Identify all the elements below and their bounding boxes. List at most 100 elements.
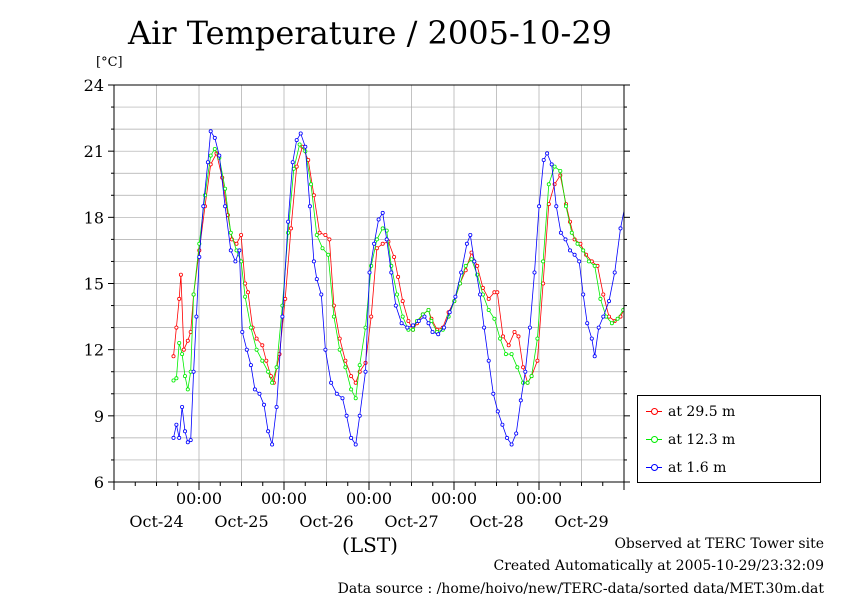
data-point: [185, 387, 190, 392]
data-point: [297, 142, 302, 147]
data-point: [529, 374, 534, 379]
legend-item-29-5m: at 29.5 m: [646, 402, 735, 422]
data-point: [516, 334, 521, 339]
data-point: [515, 365, 520, 370]
data-point: [217, 153, 222, 158]
data-point: [592, 354, 597, 359]
data-point: [182, 429, 187, 434]
data-point: [500, 422, 505, 427]
y-tick-label: 15: [84, 275, 104, 294]
data-point: [422, 314, 427, 319]
footer-source: Data source : /home/hoivo/new/TERC-data/…: [337, 581, 824, 597]
data-point: [468, 232, 473, 237]
data-point: [636, 225, 639, 228]
data-point: [416, 318, 421, 323]
x-time-label: 00:00: [346, 489, 392, 508]
data-point: [589, 336, 594, 341]
data-point: [174, 376, 179, 381]
y-tick-label: 18: [84, 208, 104, 227]
data-point: [228, 248, 233, 253]
data-point: [372, 241, 377, 246]
data-point: [662, 231, 665, 234]
data-point: [653, 209, 656, 212]
data-point: [254, 336, 259, 341]
data-point: [191, 292, 196, 297]
data-point: [472, 259, 477, 264]
data-point: [554, 204, 559, 209]
data-point: [469, 257, 474, 262]
data-point: [239, 232, 244, 237]
legend-label: at 12.3 m: [668, 432, 736, 448]
data-point: [171, 435, 176, 440]
data-point: [596, 325, 601, 330]
data-point: [197, 254, 202, 259]
data-point: [668, 238, 671, 241]
data-point: [650, 198, 653, 201]
legend-swatch-red: [646, 407, 662, 417]
y-tick-label: 21: [84, 142, 104, 161]
data-point: [482, 325, 487, 330]
footer-site: Observed at TERC Tower site: [614, 536, 824, 552]
data-point: [645, 189, 648, 192]
data-point: [177, 435, 182, 440]
data-point: [521, 365, 526, 370]
data-point: [464, 241, 469, 246]
data-point: [357, 413, 362, 418]
data-point: [344, 413, 349, 418]
data-point: [185, 440, 190, 445]
data-point: [389, 270, 394, 275]
data-point: [463, 263, 468, 268]
data-point: [290, 160, 295, 165]
data-point: [625, 198, 628, 201]
x-date-label: Oct-27: [384, 512, 438, 531]
data-point: [181, 347, 186, 352]
data-point: [503, 352, 508, 357]
data-point: [601, 292, 606, 297]
data-point: [288, 226, 293, 231]
x-time-label: 00:00: [431, 489, 477, 508]
data-point: [317, 230, 322, 235]
data-point: [178, 272, 183, 277]
data-point: [270, 442, 275, 447]
data-point: [486, 358, 491, 363]
data-point: [581, 248, 586, 253]
data-point: [349, 435, 354, 440]
y-tick-label: 9: [94, 407, 104, 426]
data-point: [171, 378, 176, 383]
data-point: [676, 315, 679, 318]
data-point: [653, 264, 656, 267]
data-point: [277, 352, 282, 357]
data-point: [628, 275, 631, 278]
data-point: [486, 296, 491, 301]
legend-swatch-blue: [646, 463, 662, 473]
data-point: [635, 189, 638, 192]
y-unit-label: [°C]: [96, 55, 123, 70]
data-point: [537, 204, 542, 209]
data-point: [191, 369, 196, 374]
data-point: [478, 292, 483, 297]
data-point: [564, 204, 569, 209]
data-point: [535, 336, 540, 341]
data-point: [642, 205, 645, 208]
data-point: [349, 387, 354, 392]
x-date-label: Oct-25: [214, 512, 268, 531]
data-point: [174, 325, 179, 330]
data-point: [323, 347, 328, 352]
data-point: [392, 254, 397, 259]
data-point: [283, 296, 288, 301]
data-point: [525, 380, 530, 385]
data-point: [672, 317, 675, 320]
data-point: [233, 259, 238, 264]
data-point: [280, 314, 285, 319]
data-point: [682, 273, 685, 276]
data-point: [294, 138, 299, 143]
data-point: [639, 203, 642, 206]
data-point: [363, 369, 368, 374]
legend: at 29.5 m at 12.3 m at 1.6 m: [637, 395, 821, 483]
data-point: [349, 374, 354, 379]
data-point: [492, 316, 497, 321]
data-point: [266, 369, 271, 374]
data-point: [248, 363, 253, 368]
data-point: [575, 241, 580, 246]
